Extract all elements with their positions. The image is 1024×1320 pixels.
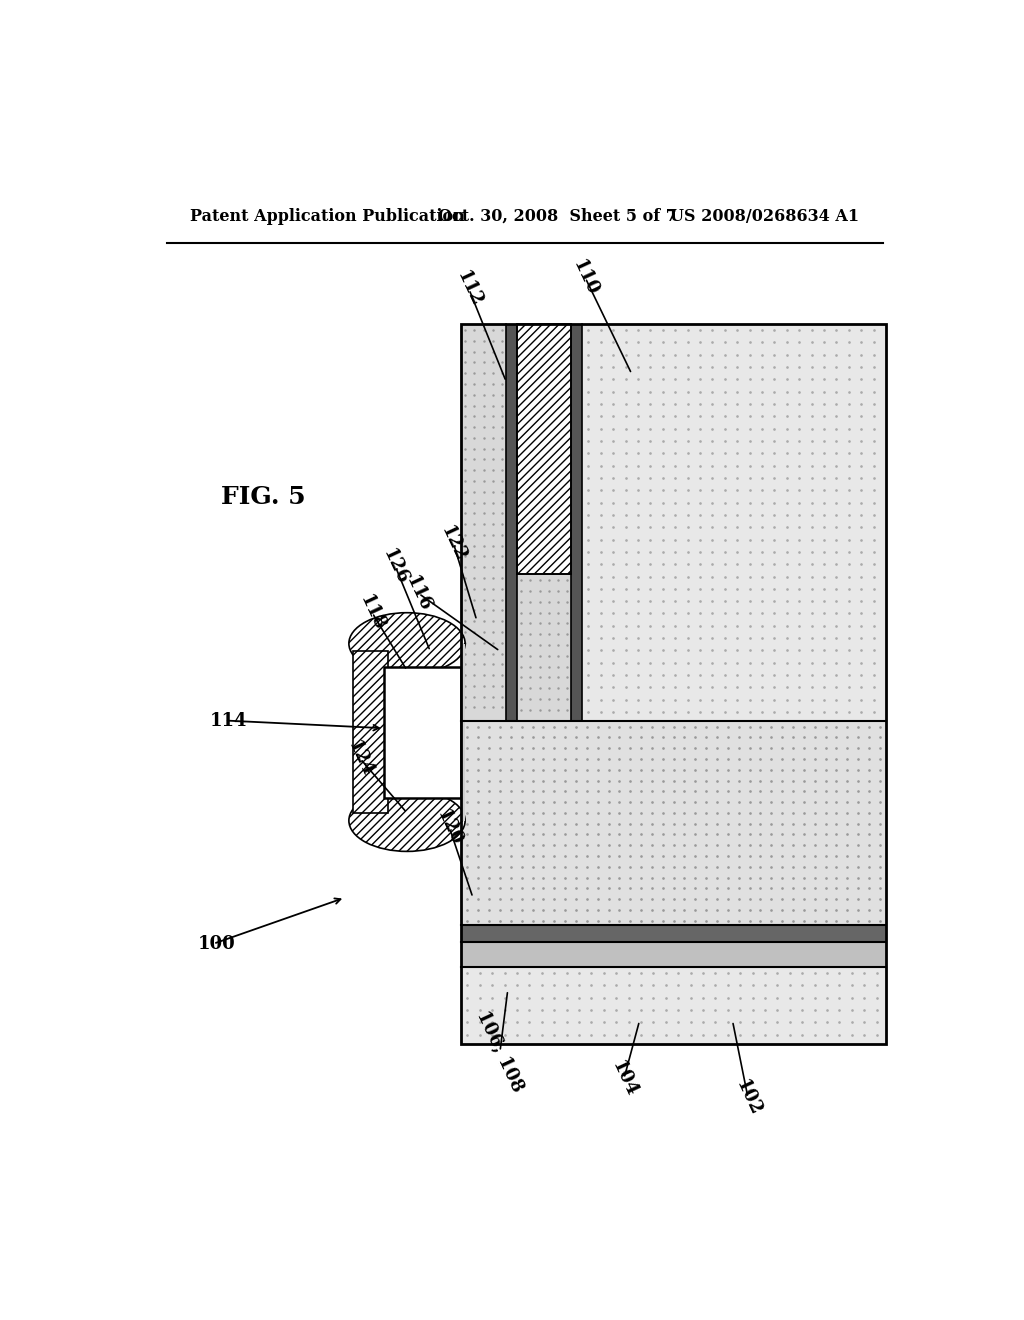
Text: 120: 120 (433, 808, 466, 849)
Bar (461, 323, 506, 721)
Polygon shape (461, 644, 465, 821)
Bar (571, 323, 583, 721)
Bar (506, 323, 517, 721)
Text: FIG. 5: FIG. 5 (221, 486, 305, 510)
Bar (461, 323, 886, 1044)
Bar (461, 925, 886, 942)
Bar (461, 966, 886, 1044)
Text: 122: 122 (437, 523, 470, 564)
Text: 100: 100 (198, 935, 236, 953)
Text: US 2008/0268634 A1: US 2008/0268634 A1 (671, 207, 859, 224)
Text: 106, 108: 106, 108 (473, 1008, 526, 1096)
Bar (384, 667, 461, 797)
Text: 102: 102 (732, 1077, 764, 1118)
Bar (461, 942, 886, 966)
Bar (352, 651, 388, 813)
Text: Oct. 30, 2008  Sheet 5 of 7: Oct. 30, 2008 Sheet 5 of 7 (438, 207, 677, 224)
Text: 116: 116 (402, 573, 435, 614)
Text: 118: 118 (356, 591, 388, 634)
Text: 126: 126 (379, 545, 412, 587)
Ellipse shape (349, 789, 465, 851)
Text: 114: 114 (209, 711, 247, 730)
Text: 124: 124 (344, 738, 377, 780)
Ellipse shape (349, 612, 465, 675)
Text: 110: 110 (569, 257, 601, 298)
Bar (583, 323, 886, 721)
Bar (517, 323, 571, 574)
Bar (517, 574, 571, 721)
Text: 104: 104 (608, 1057, 640, 1100)
Text: Patent Application Publication: Patent Application Publication (190, 207, 465, 224)
Text: 112: 112 (453, 268, 485, 310)
Bar (461, 721, 886, 925)
